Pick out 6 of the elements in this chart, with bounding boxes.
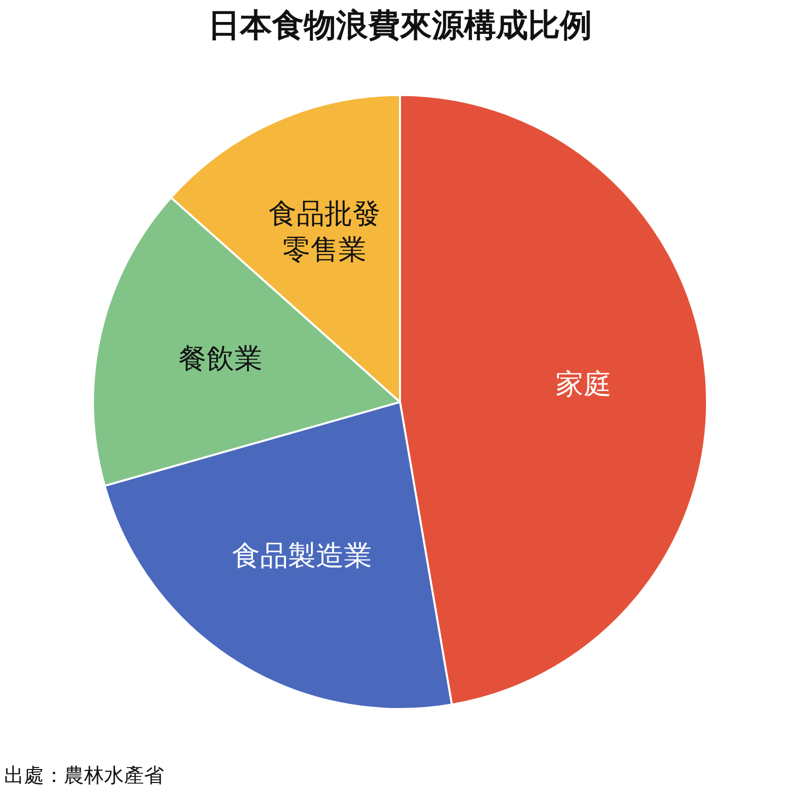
slice-label: 食品製造業	[232, 539, 372, 572]
slice-label: 食品批發零售業	[268, 197, 381, 266]
slice-label: 家庭	[556, 368, 612, 401]
slice-label: 餐飲業	[178, 342, 262, 375]
text: 出處：農林水產省	[4, 762, 164, 789]
chart-title: 日本食物浪費來源構成比例	[207, 5, 593, 46]
